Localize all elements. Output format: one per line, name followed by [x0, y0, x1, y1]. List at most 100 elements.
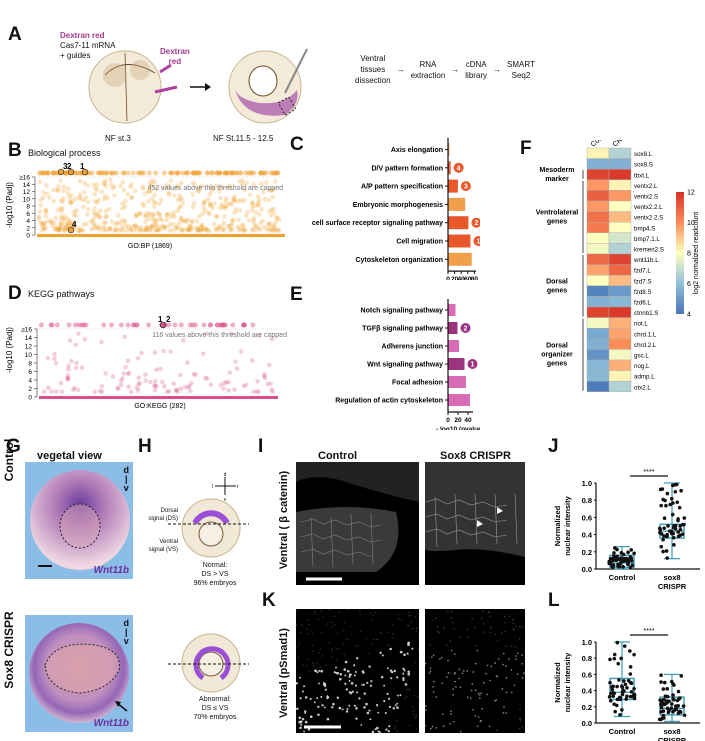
- data-point: [632, 686, 636, 691]
- data-point: [178, 204, 184, 209]
- data-point: [682, 516, 687, 520]
- data-point: [72, 385, 77, 391]
- capped-point: [216, 170, 222, 176]
- data-point: [629, 556, 634, 560]
- data-point: [266, 221, 271, 227]
- data-point: [147, 188, 152, 194]
- row-label: sox8.S: [634, 162, 653, 169]
- nucleus: [403, 669, 406, 672]
- y-tick-label: 4: [26, 218, 30, 225]
- data-point: [267, 188, 273, 193]
- nucleus: [318, 669, 321, 672]
- workflow-step-1-line3: dissection: [355, 76, 391, 85]
- nucleus: [490, 665, 493, 668]
- x-tick-label: 40: [464, 417, 472, 424]
- data-point: [187, 224, 192, 229]
- data-point: [267, 225, 273, 231]
- nucleus: [296, 707, 299, 711]
- data-point: [631, 693, 636, 698]
- nucleus: [505, 712, 507, 715]
- data-point: [209, 188, 214, 194]
- nucleus: [320, 609, 323, 612]
- data-point: [64, 224, 70, 229]
- nucleus: [476, 649, 479, 652]
- normal-result-text: Normal: DS > VS 96% embryos: [185, 561, 245, 588]
- data-point: [107, 227, 113, 232]
- compass-l: l: [212, 484, 213, 490]
- heatmap-cell: [586, 190, 610, 202]
- x-tick-label: 20: [454, 417, 462, 424]
- nucleus: [313, 665, 315, 667]
- heatmap-cell: [608, 211, 632, 223]
- data-point: [97, 226, 102, 232]
- y-tick-label: 14: [25, 335, 33, 342]
- data-point: [194, 218, 200, 224]
- colorbar-tick: 4: [687, 312, 691, 319]
- abnormal-line2: DS ≤ VS: [201, 705, 229, 712]
- data-point: [160, 223, 166, 229]
- nucleus: [388, 705, 392, 709]
- nucleus: [518, 717, 521, 720]
- data-point: [154, 218, 160, 223]
- data-point: [130, 224, 136, 229]
- data-point: [225, 223, 231, 229]
- column-label-control: Control: [318, 450, 358, 462]
- capped-point: [73, 170, 79, 176]
- data-point: [618, 712, 622, 717]
- nucleus: [408, 615, 411, 617]
- data-point: [179, 227, 184, 233]
- data-point: [139, 350, 144, 356]
- data-point: [150, 182, 155, 188]
- nucleus: [413, 715, 416, 718]
- data-point: [143, 372, 148, 377]
- row-label: otx2.L: [634, 384, 651, 391]
- row-label-crispr: Sox8 CRISPR: [2, 611, 16, 689]
- category-label: Notch signaling pathway: [361, 308, 444, 315]
- nucleus: [512, 629, 515, 632]
- nucleus: [376, 726, 379, 730]
- nucleus: [350, 681, 354, 685]
- nucleus: [452, 693, 454, 696]
- nucleus: [472, 671, 475, 673]
- data-point: [608, 698, 613, 703]
- capped-point: [260, 170, 266, 176]
- nucleus: [432, 654, 435, 657]
- data-point: [69, 358, 74, 364]
- data-point: [143, 227, 148, 233]
- nucleus: [504, 621, 507, 624]
- data-point: [152, 204, 157, 210]
- data-point: [682, 713, 687, 718]
- data-point: [200, 183, 206, 189]
- nucleus: [472, 708, 474, 711]
- data-point: [40, 228, 45, 233]
- data-point: [628, 680, 633, 685]
- data-point: [125, 192, 130, 197]
- data-point: [264, 226, 270, 232]
- data-point: [223, 199, 229, 204]
- data-point: [164, 212, 169, 217]
- nucleus: [387, 729, 390, 733]
- nucleus: [300, 723, 303, 726]
- data-point: [222, 204, 228, 209]
- data-point: [52, 356, 57, 362]
- nucleus: [474, 662, 477, 665]
- data-point: [262, 372, 267, 377]
- nucleus: [476, 725, 479, 727]
- heatmap-cell: [586, 158, 610, 170]
- data-point: [40, 195, 46, 201]
- data-point: [228, 226, 233, 232]
- data-point: [241, 383, 247, 389]
- capped-point: [135, 170, 141, 176]
- nucleus: [303, 730, 305, 733]
- data-point: [211, 185, 216, 191]
- data-point: [81, 190, 87, 195]
- heatmap-cell: [608, 274, 632, 286]
- data-point: [237, 179, 242, 184]
- data-point: [58, 206, 63, 211]
- data-point: [57, 226, 63, 232]
- panel-label-i: I: [258, 436, 264, 457]
- normal-line1: Normal:: [202, 562, 228, 569]
- data-point: [195, 227, 201, 233]
- nucleus: [494, 633, 497, 636]
- compass-v: v: [224, 497, 227, 502]
